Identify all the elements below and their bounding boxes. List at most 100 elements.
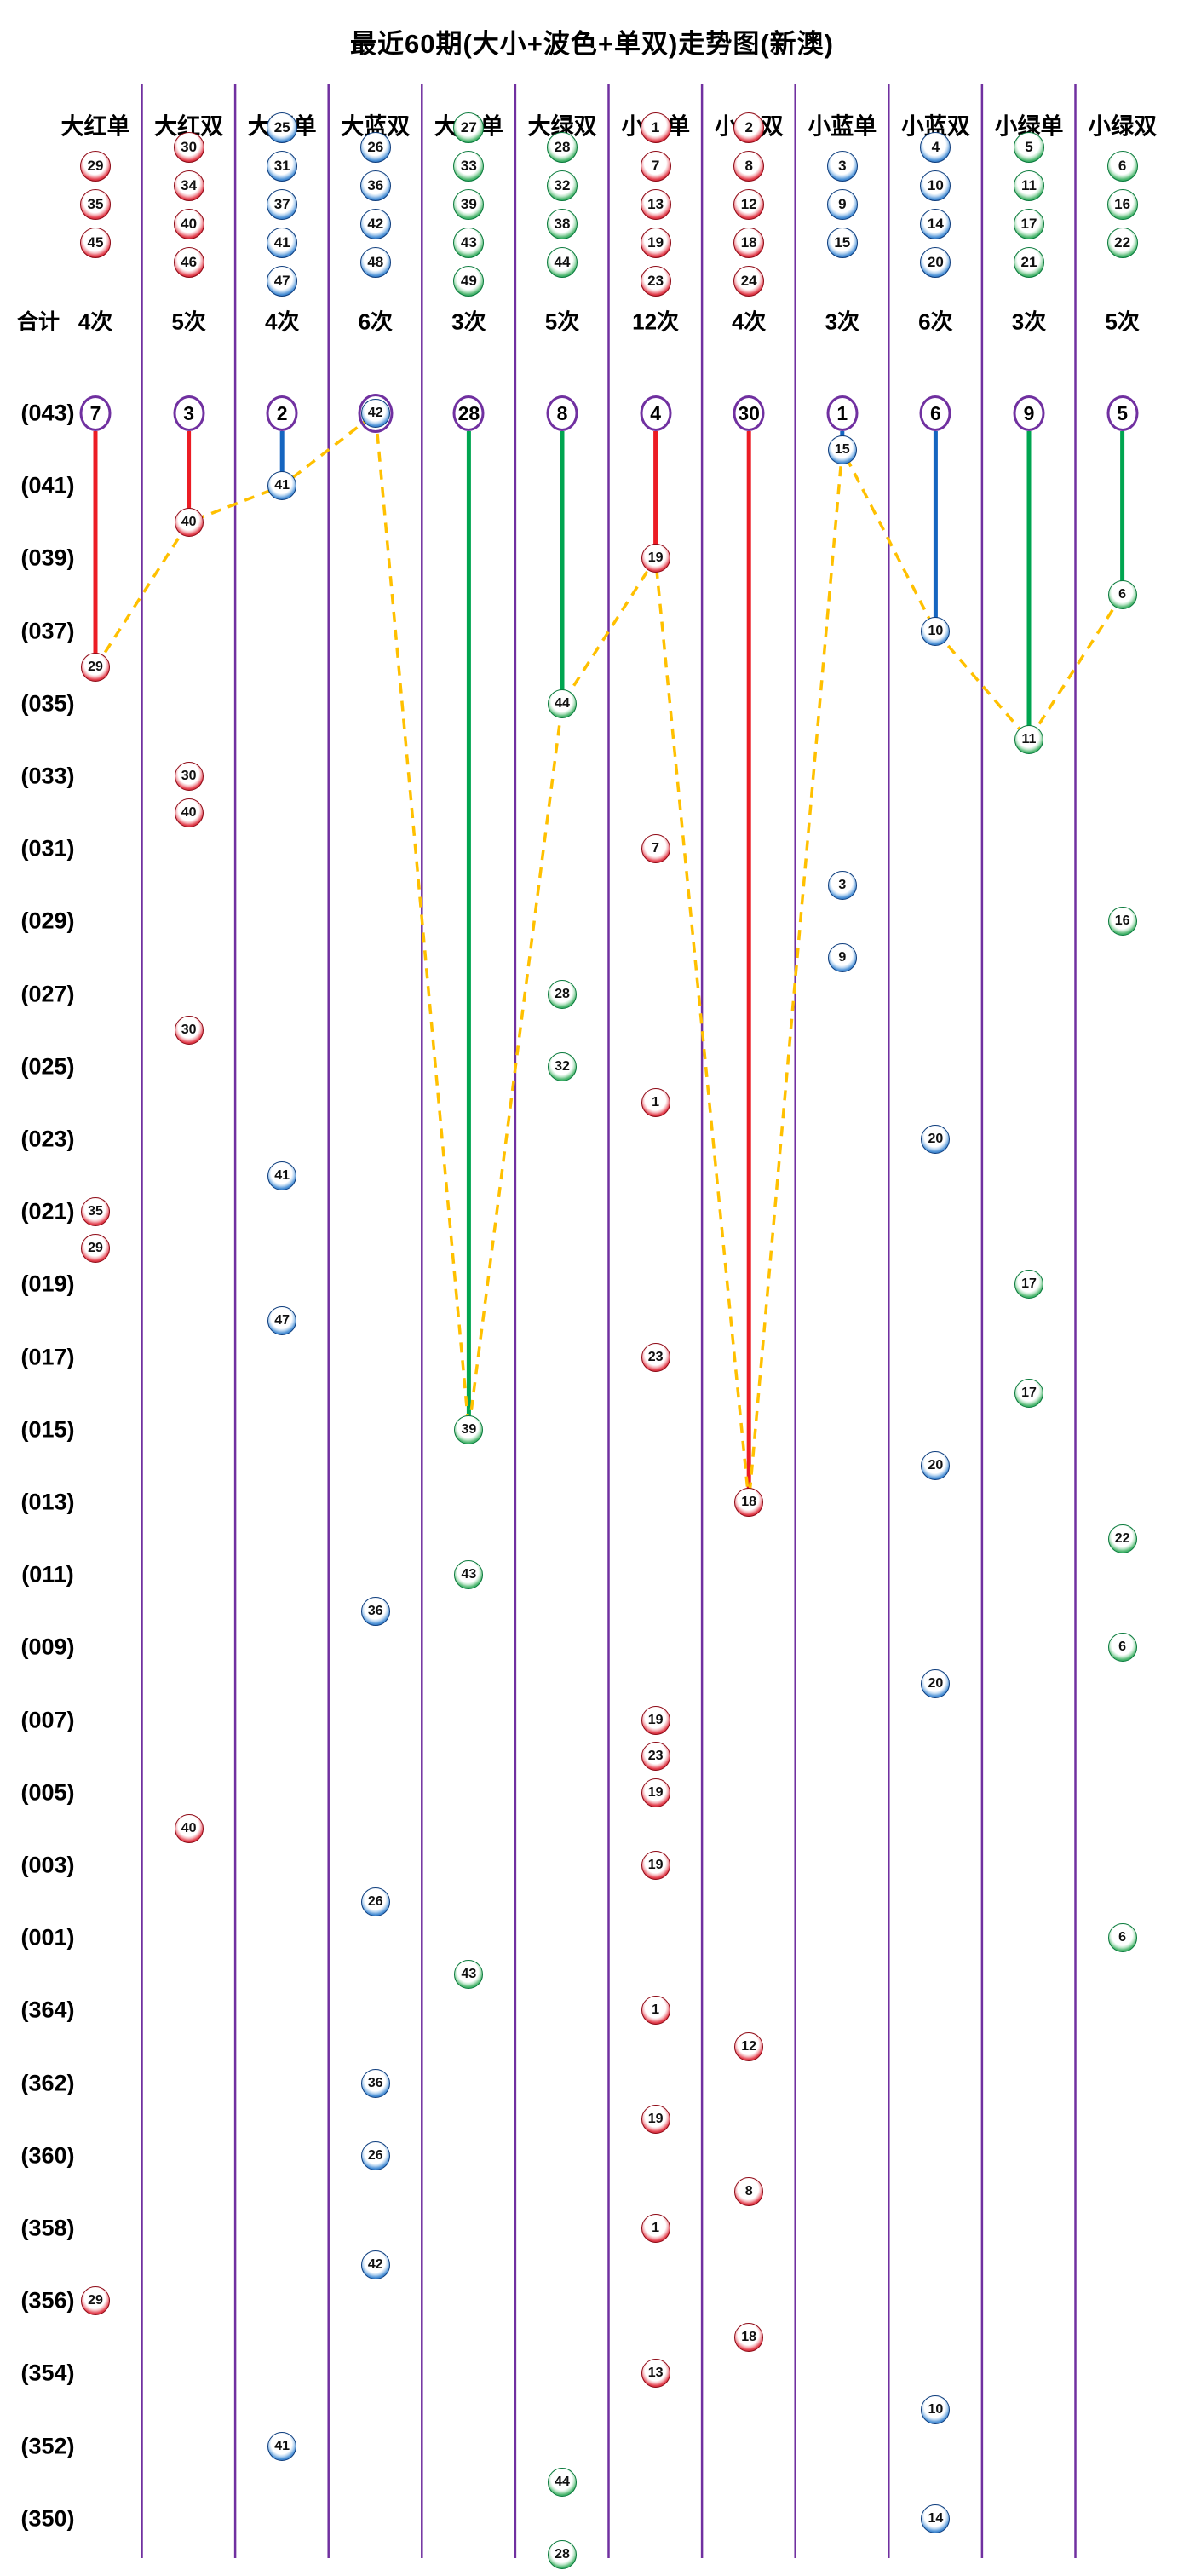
header-ball: 35 — [80, 189, 111, 220]
row-label: (019) — [20, 1271, 75, 1297]
chart-ball: 19 — [641, 1778, 670, 1807]
header-ball: 22 — [1106, 228, 1138, 258]
column-header: 大红单 — [60, 113, 130, 140]
row-label: (356) — [20, 2287, 75, 2314]
chart-ball: 11 — [1014, 725, 1043, 755]
header-ball: 6 — [1106, 151, 1138, 182]
row-label: (037) — [20, 618, 75, 644]
header-ball: 20 — [920, 246, 951, 278]
row-label: (041) — [20, 472, 75, 498]
header-ball: 8 — [733, 151, 765, 182]
row-label: (025) — [20, 1053, 75, 1080]
chart-ball: 1 — [641, 2214, 670, 2243]
chart-ball: 14 — [921, 2504, 951, 2533]
chart-ball: 29 — [81, 2286, 110, 2316]
row-label: (354) — [20, 2360, 75, 2386]
chart-ball: 32 — [548, 1052, 577, 1081]
header-ball: 11 — [1014, 170, 1044, 201]
row-label: (005) — [20, 1779, 75, 1806]
chart-ball: 20 — [921, 1451, 951, 1481]
header-ball: 10 — [920, 170, 951, 201]
header-ball: 42 — [359, 208, 391, 239]
chart-ball: 30 — [174, 1016, 204, 1046]
header-ball: 21 — [1014, 246, 1044, 278]
header-ball: 17 — [1014, 208, 1044, 239]
row-label: (015) — [20, 1416, 75, 1443]
header-ball: 23 — [640, 266, 671, 297]
column-total: 5次 — [171, 308, 206, 335]
header-ball: 2 — [733, 112, 765, 143]
header-ball: 18 — [733, 228, 765, 258]
header-ball: 9 — [826, 189, 858, 220]
column-total: 3次 — [451, 308, 486, 335]
first-occurrence-link-line — [94, 410, 1124, 1503]
chart-ball: 18 — [734, 1488, 764, 1517]
column-total: 3次 — [825, 308, 860, 335]
header-ball: 39 — [453, 189, 485, 220]
header-ball: 30 — [173, 131, 204, 163]
chart-ball: 41 — [267, 471, 297, 501]
row-label: (362) — [20, 2070, 75, 2096]
row-label: (029) — [20, 908, 75, 934]
row-label: (350) — [20, 2505, 75, 2532]
chart-ball: 42 — [360, 2250, 390, 2279]
header-ball: 4 — [920, 131, 951, 163]
header-ball: 36 — [359, 170, 391, 201]
header-ball: 25 — [267, 112, 298, 143]
chart-ball: 19 — [641, 1705, 670, 1735]
header-ball: 46 — [173, 246, 204, 278]
column-total: 5次 — [1105, 308, 1140, 335]
row-label: (035) — [20, 690, 75, 717]
column-total: 12次 — [632, 308, 680, 335]
header-ball: 26 — [359, 131, 391, 163]
header-ball: 1 — [640, 112, 671, 143]
row-label: (011) — [21, 1561, 74, 1588]
header-ball: 48 — [359, 246, 391, 278]
chart-ball: 10 — [921, 616, 951, 646]
chart-ball: 1 — [641, 1088, 670, 1118]
chart-ball: 20 — [921, 1125, 951, 1154]
miss-circle: 4 — [640, 395, 672, 431]
header-ball: 16 — [1106, 189, 1138, 220]
header-ball: 33 — [453, 151, 485, 182]
chart-ball: 44 — [548, 689, 577, 718]
chart-ball: 7 — [641, 834, 670, 864]
chart-ball: 44 — [548, 2468, 577, 2498]
header-ball: 40 — [173, 208, 204, 239]
row-label: (352) — [20, 2433, 75, 2459]
chart-ball: 17 — [1014, 1270, 1043, 1300]
chart-ball: 28 — [548, 2540, 577, 2570]
header-ball: 15 — [826, 228, 858, 258]
chart-ball: 1 — [641, 1996, 670, 2026]
row-label: (021) — [20, 1198, 75, 1225]
summary-label: 合计 — [16, 310, 60, 334]
header-ball: 31 — [267, 151, 298, 182]
chart-ball: 6 — [1107, 1633, 1137, 1663]
column-total: 6次 — [358, 308, 394, 335]
chart-ball: 18 — [734, 2322, 764, 2352]
row-label: (001) — [20, 1924, 75, 1951]
chart-ball: 22 — [1107, 1524, 1137, 1553]
chart-ball: 47 — [267, 1306, 297, 1335]
chart-ball: 23 — [641, 1742, 670, 1772]
chart-ball: 40 — [174, 507, 204, 537]
column-header: 小蓝单 — [808, 113, 877, 140]
chart-ball: 29 — [81, 1233, 110, 1263]
header-ball: 27 — [453, 112, 485, 143]
miss-circle: 3 — [173, 395, 205, 431]
chart-ball: 26 — [360, 2141, 390, 2170]
chart-ball: 8 — [734, 2177, 764, 2207]
header-ball: 14 — [920, 208, 951, 239]
column-total: 6次 — [918, 308, 953, 335]
header-ball: 37 — [267, 189, 298, 220]
row-label: (007) — [20, 1707, 75, 1733]
miss-circle: 2 — [266, 395, 298, 431]
chart-ball: 40 — [174, 798, 204, 827]
row-label: (003) — [20, 1852, 75, 1878]
chart-ball: 10 — [921, 2395, 951, 2424]
miss-circle: 7 — [79, 395, 112, 431]
header-ball: 19 — [640, 228, 671, 258]
row-label: (013) — [20, 1489, 75, 1515]
